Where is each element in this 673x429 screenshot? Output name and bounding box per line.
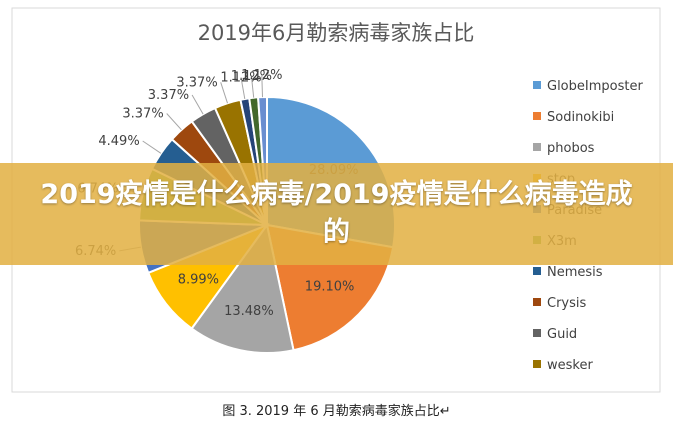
chart-title: 2019年6月勒索病毒家族占比 [198,21,475,45]
data-label-2: 13.48% [224,304,274,319]
data-label-7: 3.37% [122,107,163,122]
legend-swatch-0 [533,81,541,89]
legend-label-8: Guid [547,327,577,342]
legend-label-7: Crysis [547,296,587,311]
leader-line-9 [220,82,228,104]
legend-label-2: phobos [547,141,595,156]
data-label-10: 1.12% [220,70,261,85]
leader-line-12 [261,75,263,98]
data-label-3: 8.99% [178,273,219,288]
figure-caption: 图 3. 2019 年 6 月勒索病毒家族占比↵ [222,404,451,419]
legend-swatch-8 [533,329,541,337]
overlay-banner: 2019疫情是什么病毒/2019疫情是什么病毒造成的 [0,163,673,265]
legend-swatch-9 [533,360,541,368]
data-label-11: 1.12% [231,69,272,84]
leader-line-6 [142,140,162,154]
data-label-8: 3.37% [148,88,189,103]
leader-line-7 [166,113,182,131]
leader-line-11 [250,75,255,98]
legend-swatch-2 [533,143,541,151]
legend-label-9: wesker [547,358,593,373]
data-label-1: 19.10% [305,280,355,295]
leader-line-8 [191,94,204,115]
banner-text: 2019疫情是什么病毒/2019疫情是什么病毒造成的 [40,179,633,248]
leader-line-10 [240,77,246,99]
legend-label-1: Sodinokibi [547,110,614,125]
legend-label-0: GlobeImposter [547,79,643,94]
legend-swatch-6 [533,267,541,275]
legend-label-6: Nemesis [547,265,603,280]
data-label-9: 3.37% [176,75,217,90]
legend-swatch-1 [533,112,541,120]
legend-swatch-7 [533,298,541,306]
data-label-6: 4.49% [98,134,139,149]
data-label-12: 1.12% [241,68,282,83]
